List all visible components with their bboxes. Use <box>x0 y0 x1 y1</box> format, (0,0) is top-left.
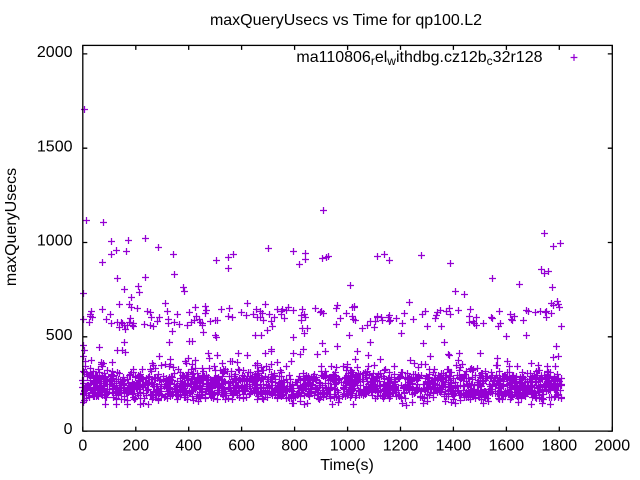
svg-text:0: 0 <box>78 437 87 454</box>
svg-text:200: 200 <box>122 437 149 454</box>
svg-text:ma110806relwithdbg.cz12bc32r12: ma110806relwithdbg.cz12bc32r128 <box>296 49 542 68</box>
svg-text:0: 0 <box>64 421 73 438</box>
svg-text:1600: 1600 <box>489 437 525 454</box>
svg-text:2000: 2000 <box>595 437 631 454</box>
svg-text:400: 400 <box>175 437 202 454</box>
svg-text:800: 800 <box>281 437 308 454</box>
svg-text:maxQueryUsecs vs Time for qp10: maxQueryUsecs vs Time for qp100.L2 <box>210 12 482 29</box>
svg-text:1000: 1000 <box>330 437 366 454</box>
svg-text:1500: 1500 <box>37 138 73 155</box>
svg-text:1400: 1400 <box>436 437 472 454</box>
svg-text:600: 600 <box>228 437 255 454</box>
svg-text:2000: 2000 <box>37 44 73 61</box>
svg-text:500: 500 <box>46 327 73 344</box>
svg-text:1200: 1200 <box>383 437 419 454</box>
svg-text:maxQueryUsecs: maxQueryUsecs <box>3 168 20 286</box>
svg-text:Time(s): Time(s) <box>320 457 374 474</box>
svg-text:1000: 1000 <box>37 233 73 250</box>
svg-text:1800: 1800 <box>542 437 578 454</box>
